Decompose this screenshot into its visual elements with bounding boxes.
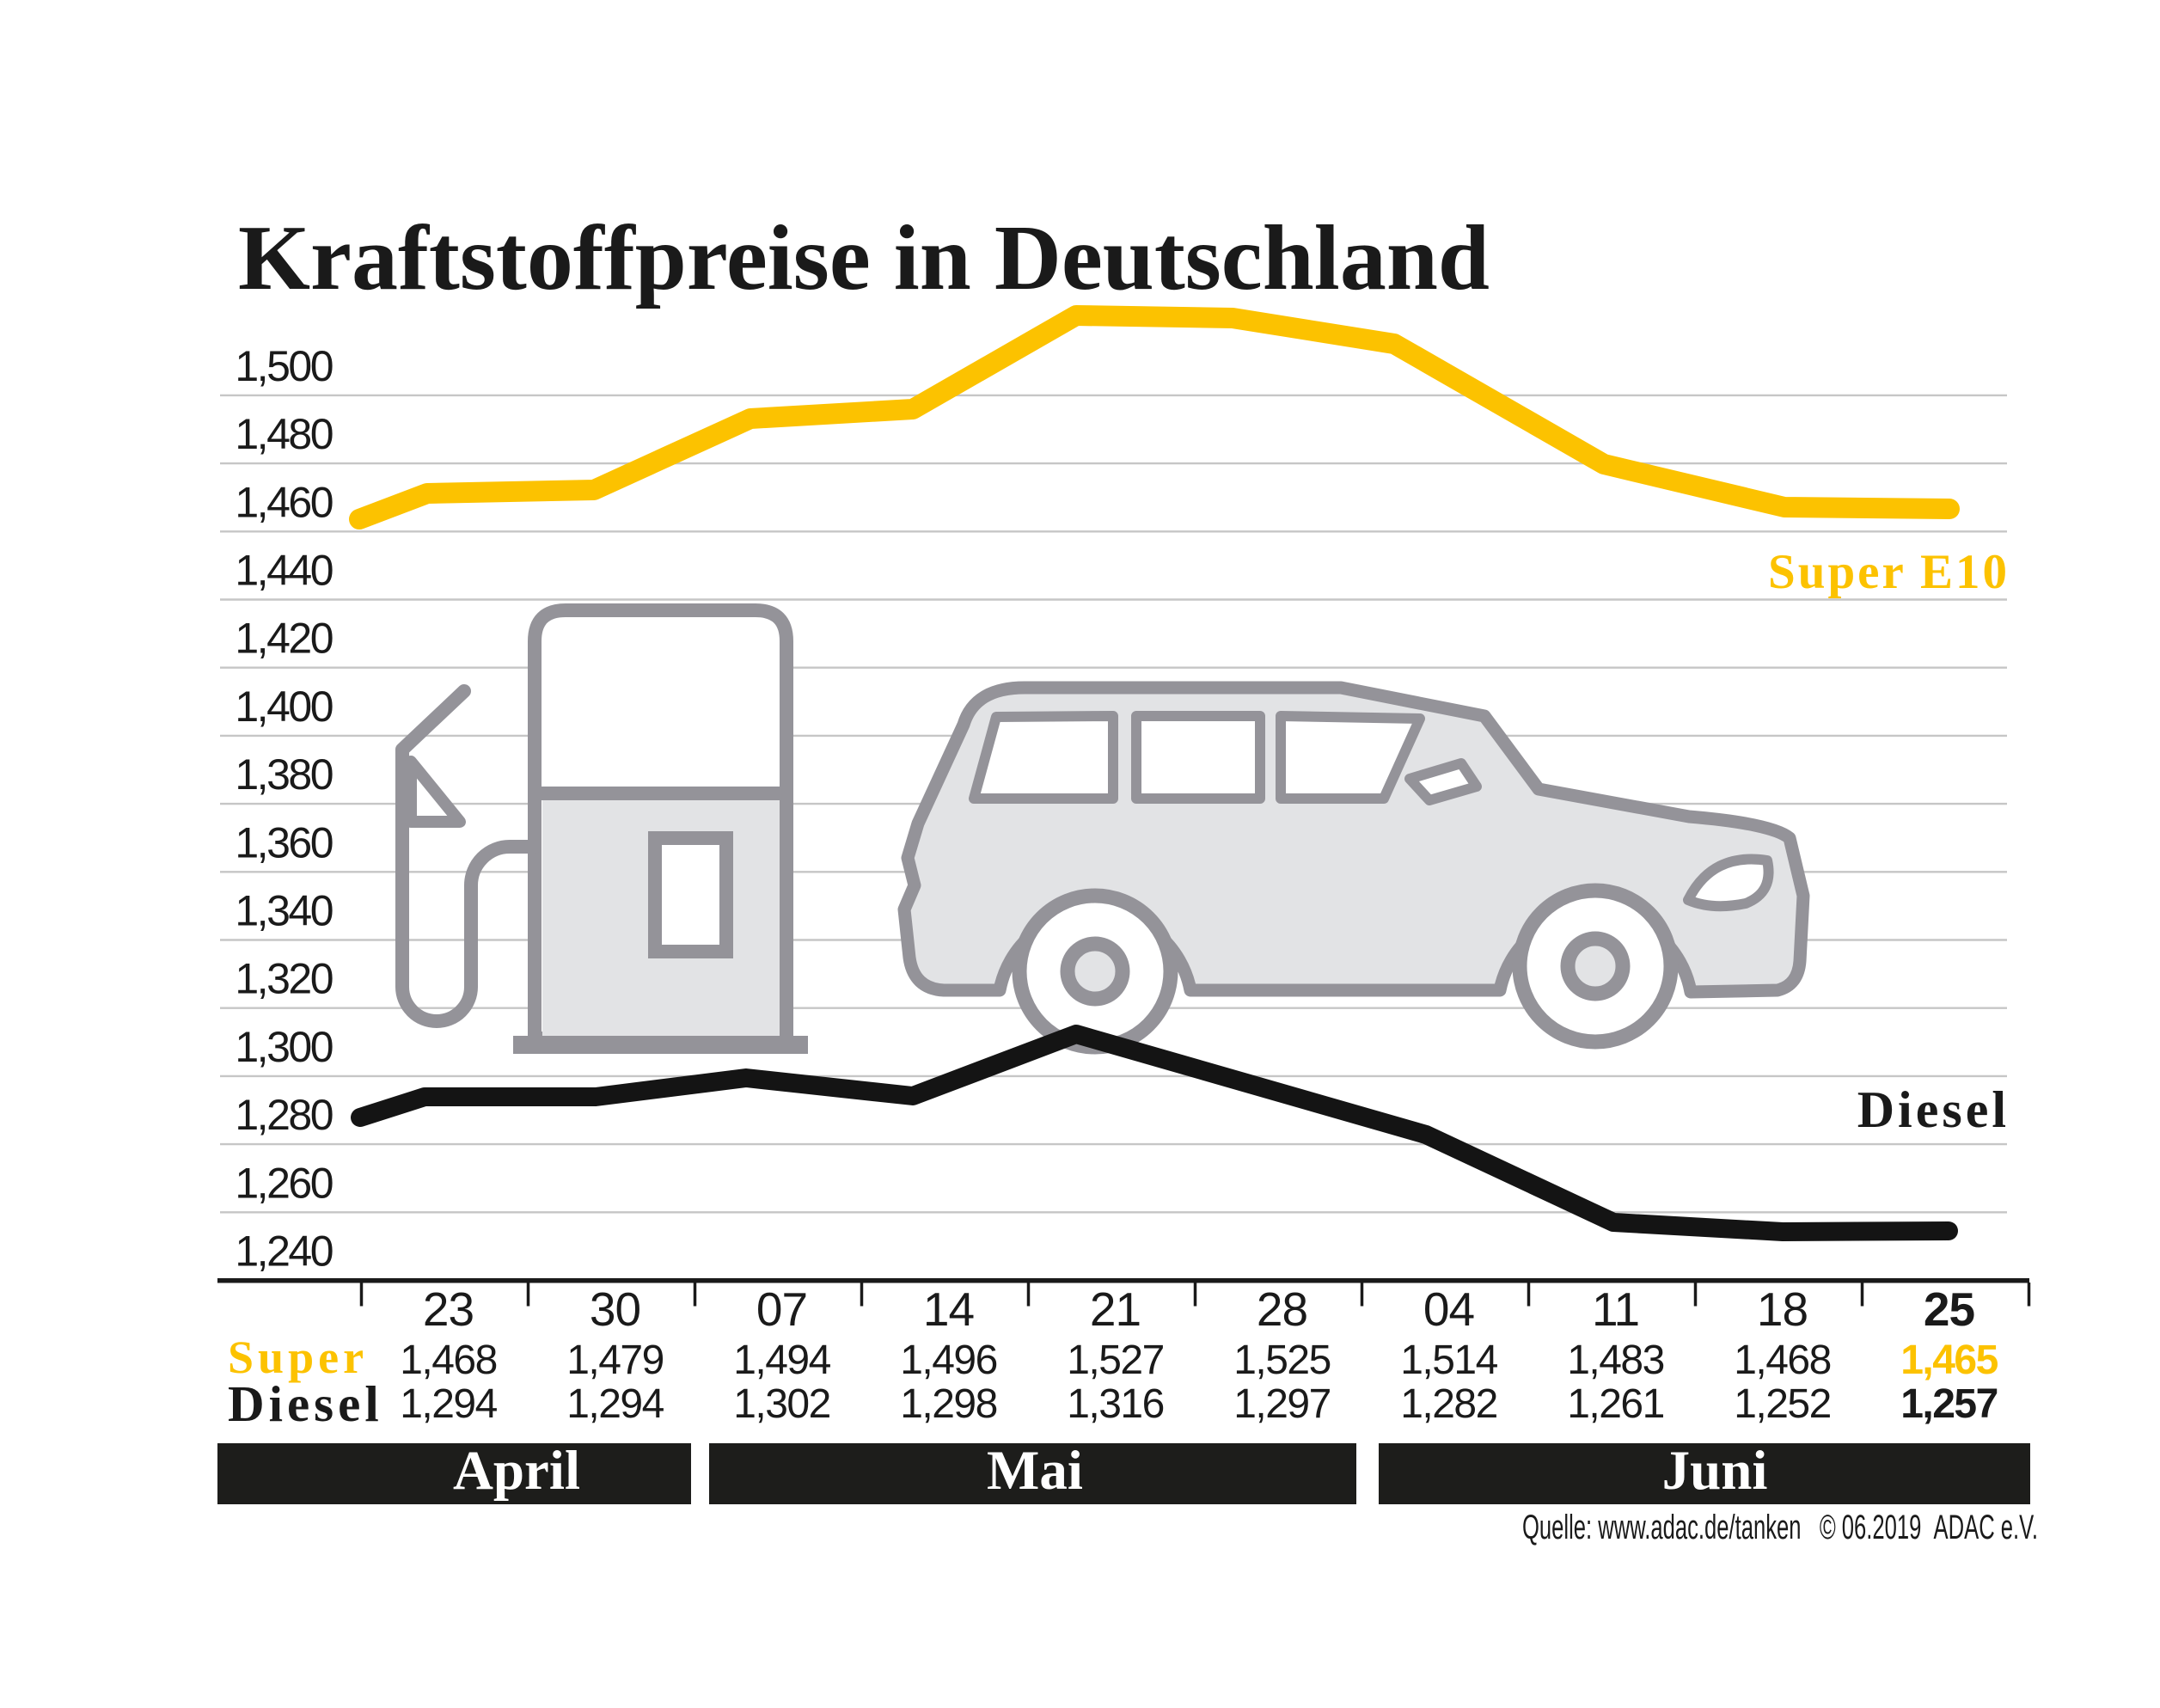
svg-text:1,261: 1,261 bbox=[1567, 1381, 1664, 1427]
svg-text:Super: Super bbox=[228, 1332, 368, 1383]
svg-text:1,340: 1,340 bbox=[235, 887, 332, 935]
svg-text:1,525: 1,525 bbox=[1233, 1338, 1331, 1383]
svg-text:1,280: 1,280 bbox=[235, 1091, 332, 1139]
svg-text:1,460: 1,460 bbox=[235, 478, 332, 526]
svg-text:1,297: 1,297 bbox=[1233, 1381, 1331, 1427]
svg-text:Quelle: www.adac.de/tanken ©: Quelle: www.adac.de/tanken © 06.2019 ADA… bbox=[1522, 1509, 2038, 1546]
svg-text:April: April bbox=[453, 1440, 580, 1502]
svg-text:Diesel: Diesel bbox=[228, 1375, 383, 1432]
svg-text:1,252: 1,252 bbox=[1734, 1381, 1831, 1427]
svg-text:1,320: 1,320 bbox=[235, 955, 332, 1003]
svg-text:28: 28 bbox=[1257, 1283, 1307, 1336]
svg-text:1,294: 1,294 bbox=[400, 1381, 497, 1427]
svg-text:1,380: 1,380 bbox=[235, 750, 332, 799]
svg-text:1,494: 1,494 bbox=[733, 1338, 830, 1383]
svg-text:23: 23 bbox=[423, 1283, 474, 1336]
svg-text:21: 21 bbox=[1090, 1283, 1141, 1336]
svg-text:1,257: 1,257 bbox=[1900, 1381, 1998, 1427]
svg-text:1,514: 1,514 bbox=[1400, 1338, 1497, 1383]
svg-text:1,240: 1,240 bbox=[235, 1227, 332, 1276]
svg-text:18: 18 bbox=[1757, 1283, 1808, 1336]
svg-text:1,465: 1,465 bbox=[1900, 1338, 1998, 1383]
svg-text:25: 25 bbox=[1924, 1283, 1975, 1336]
svg-text:14: 14 bbox=[923, 1283, 974, 1336]
svg-text:1,496: 1,496 bbox=[900, 1338, 997, 1383]
svg-text:1,500: 1,500 bbox=[235, 342, 332, 390]
svg-text:1,420: 1,420 bbox=[235, 615, 332, 663]
svg-text:1,483: 1,483 bbox=[1567, 1338, 1664, 1383]
svg-text:1,400: 1,400 bbox=[235, 683, 332, 731]
svg-text:1,298: 1,298 bbox=[900, 1381, 997, 1427]
svg-text:Mai: Mai bbox=[987, 1440, 1083, 1502]
svg-text:1,527: 1,527 bbox=[1067, 1338, 1164, 1383]
svg-text:Juni: Juni bbox=[1662, 1440, 1768, 1502]
svg-text:04: 04 bbox=[1423, 1283, 1474, 1336]
svg-text:1,360: 1,360 bbox=[235, 818, 332, 866]
svg-text:1,479: 1,479 bbox=[566, 1338, 664, 1383]
svg-text:1,294: 1,294 bbox=[566, 1381, 664, 1427]
svg-text:1,480: 1,480 bbox=[235, 410, 332, 458]
svg-text:07: 07 bbox=[756, 1283, 807, 1336]
svg-text:1,468: 1,468 bbox=[1734, 1338, 1831, 1383]
svg-text:Diesel: Diesel bbox=[1857, 1081, 2010, 1138]
svg-text:1,316: 1,316 bbox=[1067, 1381, 1164, 1427]
svg-text:Kraftstoffpreise in Deutschlan: Kraftstoffpreise in Deutschland bbox=[238, 207, 1490, 309]
svg-text:1,468: 1,468 bbox=[400, 1338, 497, 1383]
svg-text:1,300: 1,300 bbox=[235, 1023, 332, 1071]
svg-text:1,282: 1,282 bbox=[1400, 1381, 1497, 1427]
svg-text:1,302: 1,302 bbox=[733, 1381, 830, 1427]
svg-text:1,260: 1,260 bbox=[235, 1159, 332, 1207]
svg-text:11: 11 bbox=[1592, 1283, 1639, 1336]
svg-text:Super E10: Super E10 bbox=[1768, 545, 2010, 599]
svg-text:30: 30 bbox=[590, 1283, 640, 1336]
svg-text:1,440: 1,440 bbox=[235, 547, 332, 595]
